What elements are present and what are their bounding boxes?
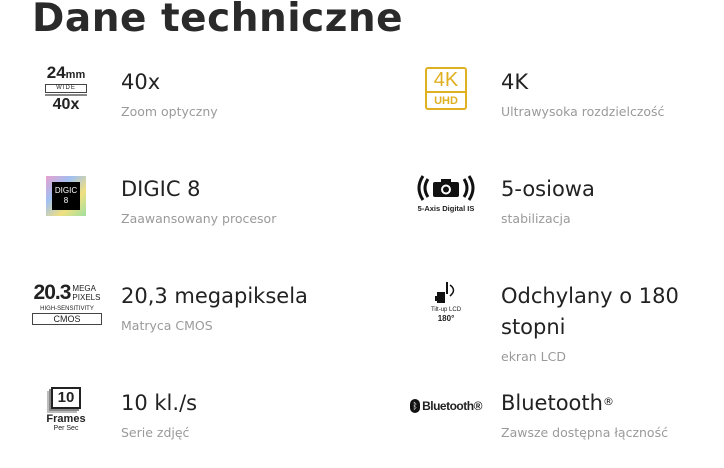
spec-heading: 20,3 megapiksela bbox=[121, 284, 308, 308]
spec-burst: 10 kl./s Serie zdjęć bbox=[121, 388, 361, 440]
spec-subtitle: Zoom optyczny bbox=[121, 104, 218, 119]
tilt-lcd-icon: Tilt-up LCD 180° bbox=[426, 280, 466, 323]
spec-digic: DIGIC 8 Zaawansowany procesor bbox=[121, 174, 361, 226]
spec-heading: Odchylany o 180 stopni bbox=[501, 284, 679, 339]
spec-bluetooth: Bluetooth® Zawsze dostępna łączność bbox=[501, 388, 724, 440]
spec-heading: 4K bbox=[501, 70, 529, 94]
cmos-sensor-icon: 20.3 MEGA PIXELS HIGH-SENSITIVITY CMOS bbox=[32, 281, 102, 325]
frames-per-sec-icon: 10 Frames Per Sec bbox=[46, 387, 86, 432]
spec-subtitle: Zawsze dostępna łączność bbox=[501, 425, 668, 440]
5-axis-stabilization-icon: 5-Axis Digital IS bbox=[413, 172, 479, 213]
spec-optical-zoom: 40x Zoom optyczny bbox=[121, 67, 361, 119]
spec-subtitle: Ultrawysoka rozdzielczość bbox=[501, 104, 665, 119]
page-title: Dane techniczne bbox=[32, 0, 404, 41]
spec-subtitle: Serie zdjęć bbox=[121, 425, 190, 440]
spec-4k: 4K Ultrawysoka rozdzielczość bbox=[501, 67, 724, 119]
spec-subtitle: stabilizacja bbox=[501, 211, 571, 226]
spec-megapixels: 20,3 megapiksela Matryca CMOS bbox=[121, 281, 361, 333]
spec-subtitle: ekran LCD bbox=[501, 349, 566, 364]
spec-subtitle: Matryca CMOS bbox=[121, 318, 213, 333]
spec-heading: 5-osiowa bbox=[501, 177, 595, 201]
zoom-24mm-40x-icon: 24mm WIDE 40x bbox=[45, 63, 87, 113]
spec-stabilization: 5-osiowa stabilizacja bbox=[501, 174, 724, 226]
spec-lcd: Odchylany o 180 stopni ekran LCD bbox=[501, 281, 711, 364]
bluetooth-icon: ᛒ Bluetooth® bbox=[409, 399, 483, 413]
digic-8-icon: DIGIC 8 bbox=[46, 176, 86, 216]
spec-subtitle: Zaawansowany procesor bbox=[121, 211, 277, 226]
spec-heading: Bluetooth® bbox=[501, 391, 614, 415]
spec-heading: DIGIC 8 bbox=[121, 177, 201, 201]
spec-heading: 40x bbox=[121, 70, 161, 94]
spec-heading: 10 kl./s bbox=[121, 391, 198, 415]
4k-uhd-icon: 4K UHD bbox=[425, 67, 467, 110]
